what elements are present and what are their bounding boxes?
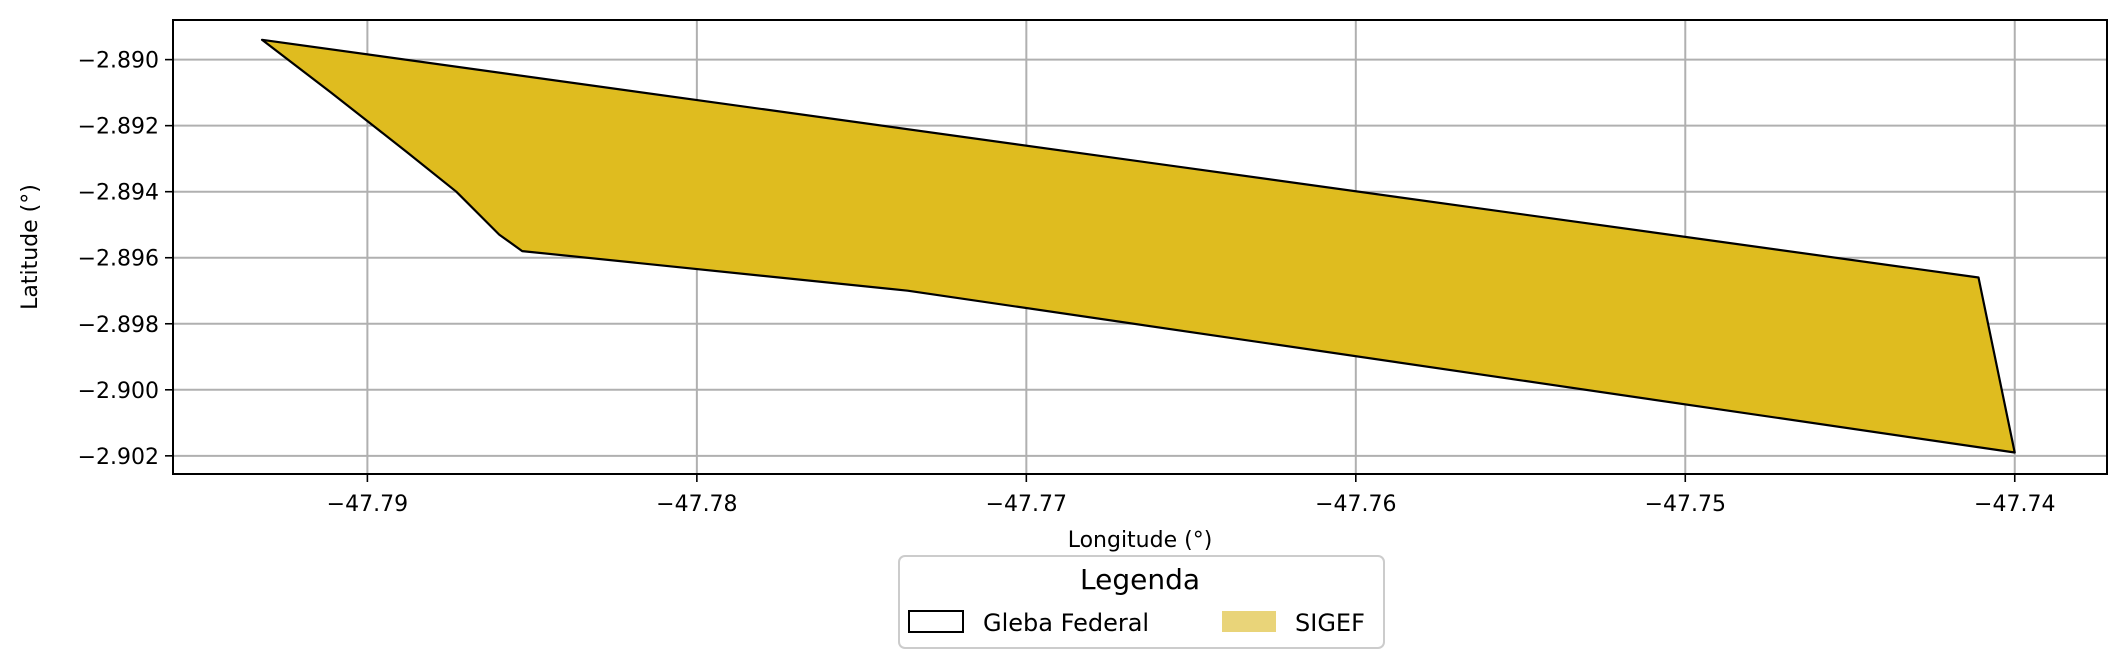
x-axis-label: Longitude (°) [1068, 528, 1213, 553]
x-tick-label: −47.74 [1974, 492, 2055, 517]
x-tick-label: −47.76 [1315, 492, 1396, 517]
plot-frame [172, 19, 2108, 475]
y-axis-label: Latitude (°) [18, 184, 43, 310]
legend-swatch-sigef [1222, 611, 1276, 632]
x-tick-label: −47.77 [986, 492, 1067, 517]
legend: Legenda Gleba Federal SIGEF [898, 555, 1385, 649]
sigef-polygon [260, 38, 2016, 454]
y-tick-label: −2.898 [78, 313, 159, 338]
y-tick-label: −2.894 [78, 181, 159, 206]
y-tick-label: −2.890 [78, 49, 159, 74]
x-tick-label: −47.79 [327, 492, 408, 517]
x-tick-label: −47.75 [1645, 492, 1726, 517]
y-axis-ticks: −2.890 −2.892 −2.894 −2.896 −2.898 −2.900 −2.9… [78, 49, 173, 470]
legend-label-sigef: SIGEF [1295, 609, 1365, 637]
y-tick-label: −2.892 [78, 115, 159, 140]
legend-label-gleba-federal: Gleba Federal [983, 609, 1149, 637]
y-tick-label: −2.902 [78, 445, 159, 470]
x-tick-label: −47.78 [656, 492, 737, 517]
y-tick-label: −2.896 [78, 247, 159, 272]
legend-title: Legenda [1080, 563, 1200, 596]
y-tick-label: −2.900 [78, 379, 159, 404]
x-axis-ticks: −47.79 −47.78 −47.77 −47.76 −47.75 −47.74 [327, 474, 2055, 517]
legend-swatch-gleba-federal [908, 610, 964, 633]
